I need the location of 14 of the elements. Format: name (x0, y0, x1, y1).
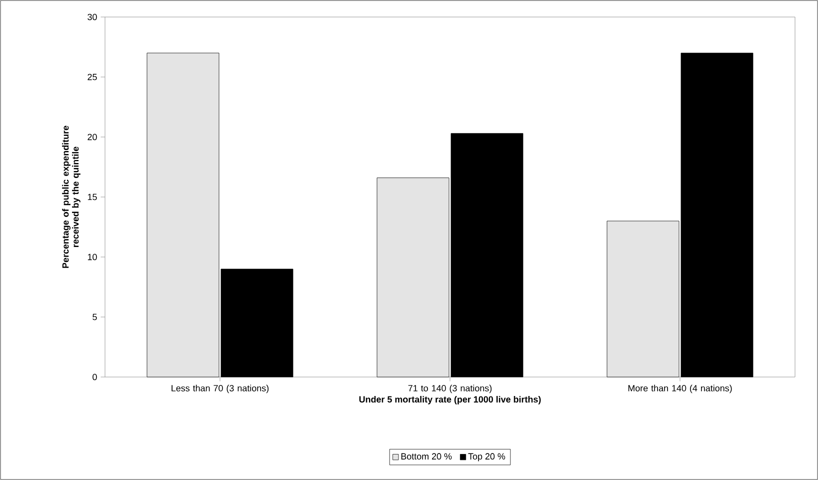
y-tick-label: 20 (88, 134, 97, 140)
x-tick-label: Less than 70 (3 nations) (172, 384, 269, 394)
legend-label: Top 20 % (468, 453, 506, 462)
x-axis-title: Under 5 mortality rate (per 1000 live births) (359, 396, 541, 404)
y-tick-label: 0 (92, 374, 97, 380)
legend-label: Bottom 20 % (401, 453, 452, 460)
y-axis-title: Percentage of public expenditure received by the quintile (62, 126, 80, 268)
y-tick-label: 5 (92, 314, 97, 320)
x-tick-label: More than 140 (4 nations) (628, 384, 732, 394)
y-tick-label: 10 (88, 254, 97, 260)
y-tick-label: 15 (88, 194, 97, 200)
y-tick-label: 25 (88, 74, 97, 80)
y-tick-label: 30 (88, 14, 97, 20)
x-tick-label: 71 to 140 (3 nations) (408, 384, 492, 394)
